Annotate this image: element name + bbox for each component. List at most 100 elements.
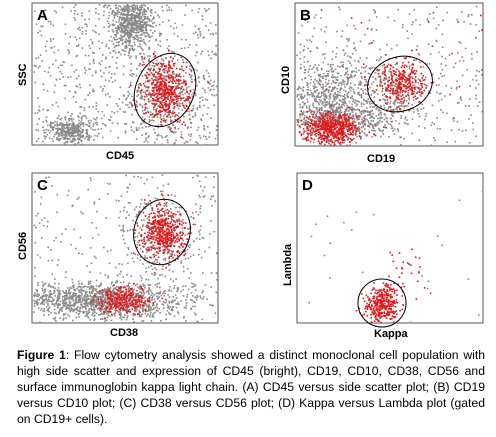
background-event-dot [212,84,215,87]
background-event-dot [184,14,186,16]
background-event-dot [197,11,200,14]
background-event-dot [141,24,143,26]
background-event-dot [340,144,342,146]
background-event-dot [394,108,397,110]
background-event-dot [413,91,416,93]
background-event-dot [385,120,388,122]
gated-event-dot [425,84,428,87]
background-event-dot [51,138,54,140]
gated-event-dot [402,77,404,80]
background-event-dot [189,139,192,141]
background-event-dot [121,29,124,31]
background-event-dot [395,106,398,108]
background-event-dot [190,133,192,136]
gated-event-dot [169,56,172,58]
background-event-dot [143,15,146,18]
background-event-dot [366,100,368,103]
background-event-dot [305,130,307,132]
background-event-dot [116,122,119,125]
gated-event-dot [166,88,169,91]
background-event-dot [93,52,95,54]
background-event-dot [388,70,390,73]
gated-event-dot [397,90,399,93]
background-event-dot [79,124,82,127]
background-event-dot [140,16,143,18]
background-event-dot [363,99,365,101]
gated-event-dot [330,138,333,141]
background-event-dot [366,93,369,96]
background-event-dot [139,40,141,43]
background-event-dot [310,75,312,78]
background-event-dot [84,72,86,74]
background-event-dot [323,90,325,93]
background-event-dot [82,122,85,124]
background-event-dot [420,95,422,97]
background-event-dot [124,47,126,50]
gated-event-dot [348,124,350,126]
gated-event-dot [175,67,178,70]
background-event-dot [66,124,68,127]
gated-event-dot [410,87,413,90]
gated-event-dot [396,92,398,94]
background-event-dot [421,103,424,106]
background-event-dot [113,46,116,49]
gated-event-dot [324,128,327,130]
background-event-dot [364,88,367,91]
background-event-dot [478,70,480,73]
background-event-dot [203,36,205,39]
background-event-dot [124,14,126,16]
background-event-dot [74,10,77,12]
background-event-dot [326,101,328,103]
background-event-dot [141,126,144,129]
background-event-dot [342,64,344,66]
gated-event-dot [346,129,349,131]
gated-event-dot [160,121,162,123]
gated-event-dot [342,122,345,125]
gated-event-dot [143,118,146,121]
background-event-dot [459,42,462,44]
background-event-dot [47,259,50,262]
background-event-dot [152,18,154,20]
background-event-dot [381,90,384,92]
gated-event-dot [328,111,330,113]
background-event-dot [109,24,111,26]
background-event-dot [353,70,355,73]
background-event-dot [370,122,372,125]
background-event-dot [202,114,204,116]
background-event-dot [43,143,46,146]
background-event-dot [310,93,312,96]
background-event-dot [123,95,125,97]
background-event-dot [314,91,317,94]
gated-event-dot [325,135,328,138]
gated-event-dot [386,96,389,98]
background-event-dot [339,8,341,11]
background-event-dot [309,39,311,41]
background-event-dot [109,130,112,132]
gated-event-dot [410,69,413,71]
background-event-dot [78,141,80,144]
background-event-dot [167,75,169,77]
gated-event-dot [324,126,327,129]
gated-event-dot [359,135,361,138]
gated-event-dot [337,136,340,139]
background-event-dot [65,130,68,133]
background-event-dot [131,95,133,98]
background-event-dot [136,24,139,26]
background-event-dot [470,53,473,55]
gated-event-dot [168,70,171,72]
gated-event-dot [345,134,348,136]
background-event-dot [325,101,327,104]
background-event-dot [117,105,119,107]
background-event-dot [121,7,123,10]
background-event-dot [328,122,330,124]
background-event-dot [123,20,126,23]
gated-event-dot [167,111,170,113]
background-event-dot [358,123,360,125]
gated-event-dot [333,124,335,126]
background-event-dot [344,115,347,117]
background-event-dot [344,133,346,136]
background-event-dot [367,120,370,122]
gated-event-dot [343,135,345,138]
background-event-dot [336,46,338,49]
gated-event-dot [339,115,341,118]
